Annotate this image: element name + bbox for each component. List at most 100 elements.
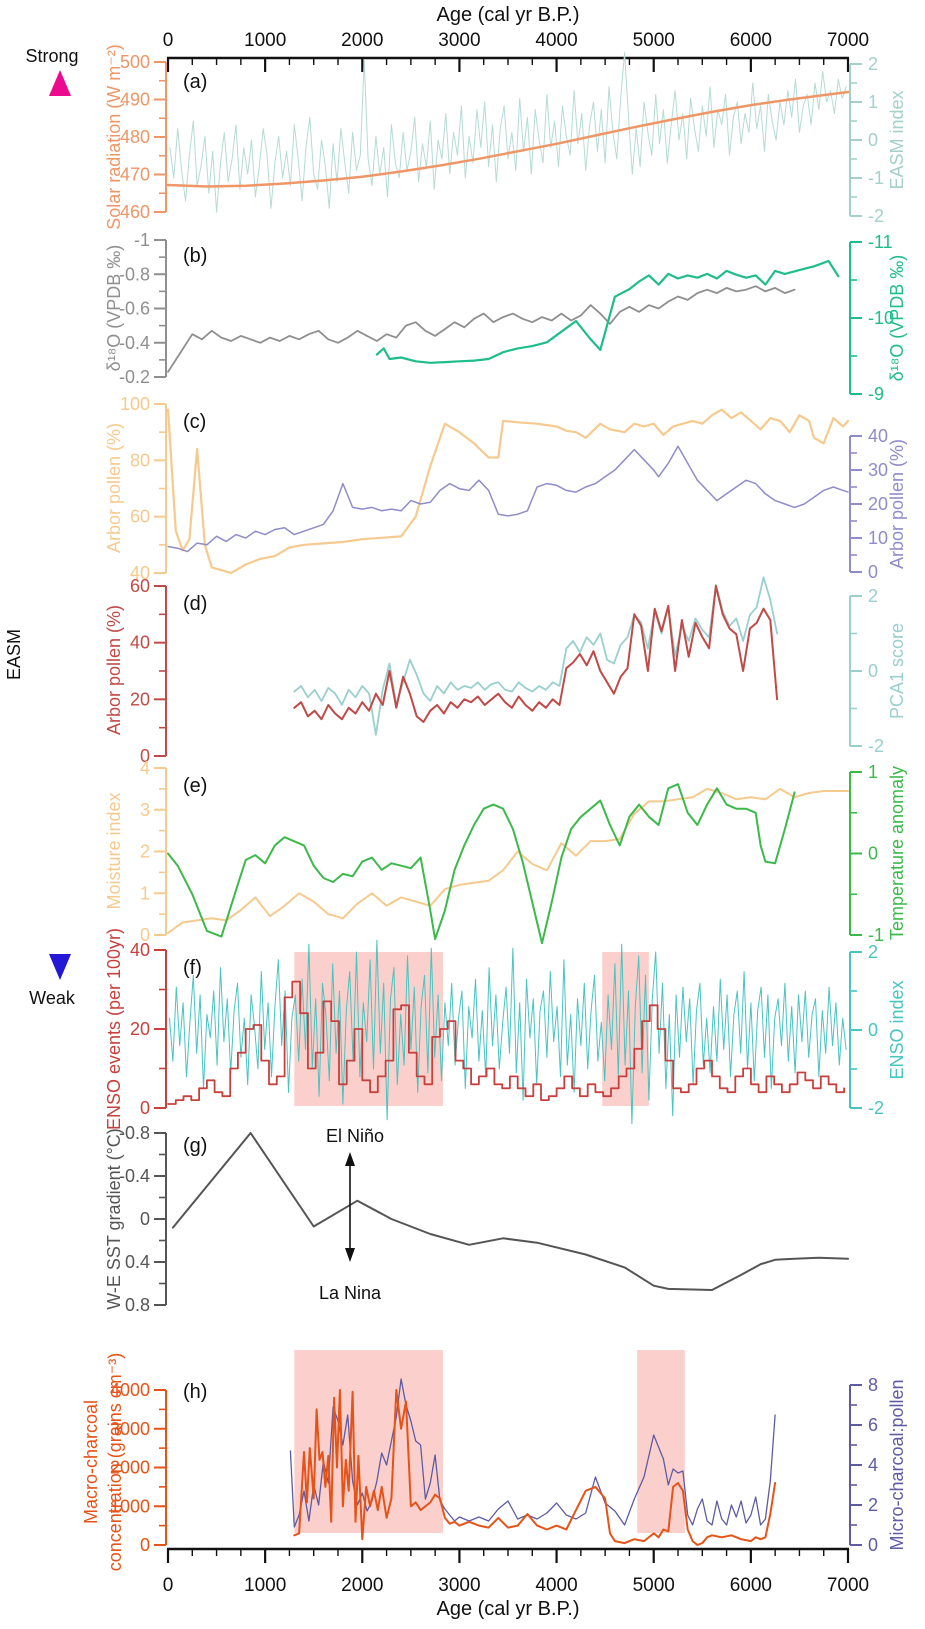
- arrow-down-icon: [345, 1248, 355, 1262]
- age-tick-label: 0: [163, 30, 174, 51]
- panel-c-left-axis-title: Arbor pollen (%): [104, 423, 124, 553]
- tick-label: 490: [120, 90, 150, 110]
- tick-label: -9: [868, 384, 884, 404]
- tick-label: 2000: [110, 1458, 150, 1478]
- age-tick-label: 1000: [244, 30, 286, 51]
- tick-label: 6: [868, 1415, 878, 1435]
- el-nino-annotation: El Niño: [325, 1126, 385, 1146]
- tick-label: 80: [130, 450, 150, 470]
- tick-label: 30: [868, 460, 888, 480]
- age-tick-label: 0: [163, 1575, 174, 1596]
- panel-f-right-axis-title: ENSO index: [887, 980, 907, 1079]
- tick-label: 0: [140, 925, 150, 945]
- panel-h-left2-axis-title: concentration (grains cm⁻³): [105, 1353, 125, 1572]
- panel-a-right-axis-title: EASM index: [887, 90, 907, 189]
- tick-label: 60: [130, 507, 150, 527]
- tick-label: 2: [868, 1495, 878, 1515]
- panel-e-left-axis-title: Moisture index: [104, 792, 124, 909]
- tick-label: 10: [868, 528, 888, 548]
- tick-label: 480: [120, 127, 150, 147]
- tick-label: 0: [868, 130, 878, 150]
- series-easm-index: [169, 52, 847, 213]
- panel-c-right-axis: 40 30 20 10 0: [849, 426, 888, 582]
- tick-label: 470: [120, 165, 150, 185]
- highlight-band-h-1: [294, 1350, 443, 1533]
- tick-label: 1000: [110, 1496, 150, 1516]
- arrow-up-icon: [345, 1152, 355, 1166]
- top-age-axis: 0 1000 2000 3000 4000 5000 6000 7000: [163, 30, 869, 72]
- tick-label: -1: [134, 230, 150, 250]
- tick-label: 20: [130, 689, 150, 709]
- panel-h-right-axis: 8 6 4 2 0: [849, 1375, 878, 1555]
- panel-b-left-axis: -1 -0.8 -0.6 -0.4 -0.2: [119, 230, 167, 387]
- age-tick-label: 2000: [341, 1575, 383, 1596]
- age-tick-label: 6000: [730, 30, 772, 51]
- tick-label: 0: [140, 1209, 150, 1229]
- tick-label: 40: [130, 940, 150, 960]
- tick-label: 0: [868, 1020, 878, 1040]
- tick-label: 0.8: [125, 1295, 150, 1315]
- tick-label: 0: [868, 661, 878, 681]
- panel-d-left-axis-title: Arbor pollen (%): [104, 605, 124, 735]
- tick-label: -2: [868, 736, 884, 756]
- tick-label: 4: [140, 758, 150, 778]
- series-arbor-pollen-core: [293, 585, 779, 723]
- panel-c-label: (c): [183, 411, 206, 433]
- tick-label: -0.8: [119, 1123, 150, 1143]
- panel-a-left-axis: 500 490 480 470 460: [120, 52, 167, 222]
- bottom-axis-title: Age (cal yr B.P.): [436, 1598, 580, 1620]
- tick-label: 2: [868, 942, 878, 962]
- tick-label: 500: [120, 52, 150, 72]
- tick-label: 4: [868, 1455, 878, 1475]
- tick-label: -1: [868, 168, 884, 188]
- highlight-band-h-2: [637, 1350, 685, 1533]
- series-moisture-index: [167, 787, 849, 934]
- series-arbor-pollen-site2: [167, 445, 849, 553]
- series-d18o-lake: [375, 259, 840, 364]
- age-tick-label: 7000: [827, 30, 869, 51]
- age-tick-label: 7000: [827, 1575, 869, 1596]
- panel-d-label: (d): [183, 593, 207, 615]
- tick-label: 0: [868, 1535, 878, 1555]
- tick-label: -11: [868, 232, 893, 252]
- panel-b-right-axis: -11 -10 -9: [849, 232, 894, 404]
- tick-label: 40: [868, 426, 888, 446]
- panel-e-right-axis: 1 0 -1: [849, 762, 884, 945]
- tick-label: 0: [868, 844, 878, 864]
- panel-h-right-axis-title: Micro-charcoal:pollen: [887, 1379, 907, 1550]
- age-tick-label: 2000: [341, 30, 383, 51]
- tick-label: -10: [868, 308, 894, 328]
- series-pca1-score: [293, 576, 778, 736]
- panel-h-left-axis: 4000 3000 2000 1000 0: [110, 1380, 167, 1555]
- tick-label: -1: [868, 925, 884, 945]
- panel-b-right-axis-title: δ¹⁸O (VPDB ‰): [887, 255, 907, 382]
- tick-label: 40: [130, 633, 150, 653]
- series-enso-index: [169, 939, 847, 1125]
- tick-label: 60: [130, 576, 150, 596]
- tick-label: -0.8: [119, 264, 150, 284]
- series-sst-gradient: [171, 1132, 849, 1291]
- panel-a-left-axis-title: Solar radiation (W m⁻²): [104, 44, 124, 230]
- tick-label: -0.4: [119, 1166, 150, 1186]
- tick-label: 1: [140, 883, 150, 903]
- panel-e-left-axis: 4 3 2 1 0: [140, 758, 167, 945]
- tick-label: 2: [868, 54, 878, 74]
- panel-h-left-axis-title: Macro-charcoal: [81, 1400, 101, 1524]
- panel-g-label: (g): [183, 1135, 207, 1157]
- series-micro-charcoal-pollen: [289, 1378, 776, 1528]
- panel-e-label: (e): [183, 775, 207, 797]
- series-macro-charcoal: [293, 1389, 777, 1546]
- tick-label: -2: [868, 206, 884, 226]
- tick-label: 0.4: [125, 1252, 150, 1272]
- top-axis-title: Age (cal yr B.P.): [436, 4, 580, 26]
- tick-label: 4000: [110, 1380, 150, 1400]
- panel-d-right-axis: 2 0 -2: [849, 586, 884, 756]
- arrow-down-icon: [49, 954, 71, 980]
- tick-label: -0.4: [119, 333, 150, 353]
- arrow-up-icon: [49, 70, 71, 96]
- tick-label: 0: [140, 1098, 150, 1118]
- la-nina-annotation: La Nina: [318, 1283, 382, 1303]
- tick-label: 1: [868, 92, 878, 112]
